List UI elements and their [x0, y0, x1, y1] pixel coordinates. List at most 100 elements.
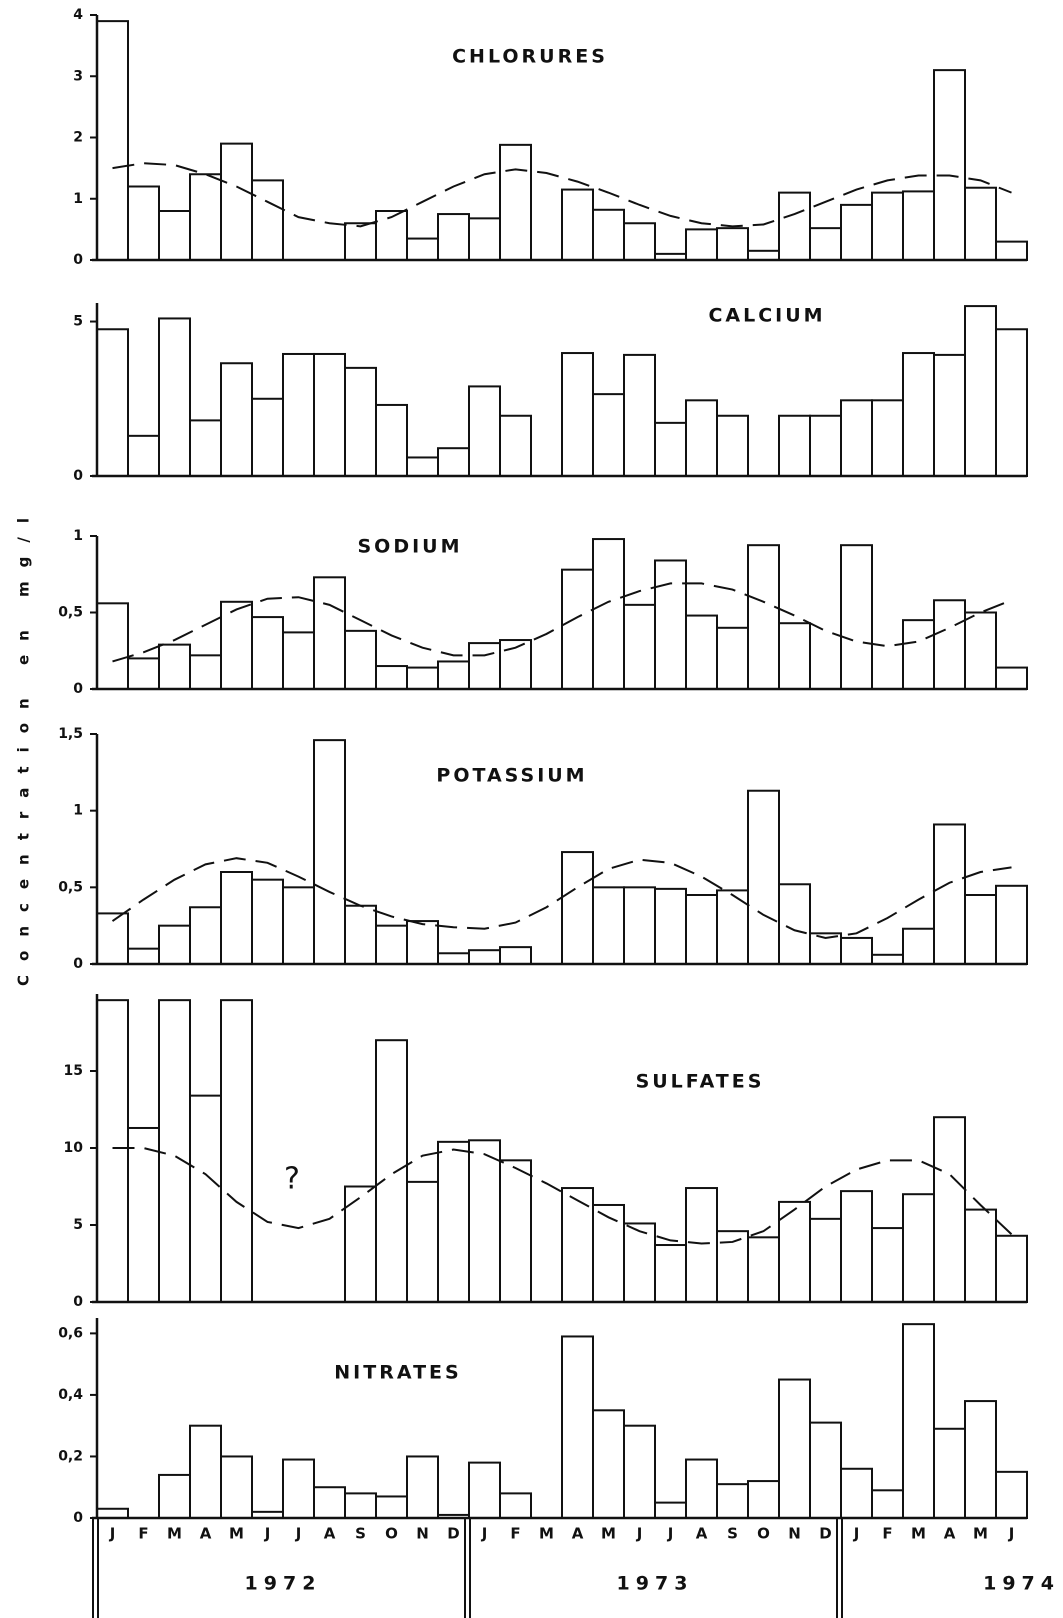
bar: [220, 600, 253, 690]
bar: [158, 317, 191, 478]
bar: [840, 544, 873, 690]
bar: [499, 1159, 532, 1303]
bar: [468, 642, 501, 690]
year-label: 1973: [617, 1573, 694, 1595]
x-tick-label: D: [447, 1525, 459, 1543]
bar: [158, 924, 191, 966]
bar: [406, 1455, 439, 1520]
bar: [313, 352, 346, 477]
bar: [375, 1039, 408, 1303]
bar: [592, 393, 625, 478]
y-tick-label: 10: [64, 1140, 84, 1156]
bar: [778, 883, 811, 965]
x-tick-label: J: [636, 1525, 643, 1543]
bar: [282, 886, 315, 965]
bar: [871, 399, 904, 477]
bar: [747, 249, 780, 261]
x-tick-label: J: [667, 1525, 674, 1543]
bar: [251, 1510, 284, 1520]
y-tick-label: 1,5: [58, 726, 83, 742]
bar: [344, 222, 377, 261]
bar: [716, 1483, 749, 1519]
y-tick-label: 0: [73, 1294, 83, 1310]
bar: [933, 69, 966, 261]
bar: [251, 878, 284, 966]
x-tick-label: A: [200, 1525, 212, 1543]
bar: [189, 1424, 222, 1519]
bar: [809, 1421, 842, 1519]
y-tick-label: 15: [64, 1063, 83, 1079]
bar: [623, 353, 656, 477]
bar: [840, 203, 873, 261]
bar: [127, 947, 160, 966]
x-tick-label: J: [853, 1525, 860, 1543]
bar: [778, 414, 811, 478]
bar: [840, 399, 873, 477]
x-tick-label: J: [264, 1525, 271, 1543]
bar: [871, 191, 904, 261]
bar: [964, 305, 997, 478]
bar: [685, 399, 718, 477]
bar: [127, 185, 160, 261]
bar: [96, 912, 129, 966]
bar: [809, 414, 842, 478]
bar: [747, 1480, 780, 1519]
x-tick-label: O: [385, 1525, 398, 1543]
annotation: ?: [284, 1162, 300, 1197]
y-tick-label: 5: [73, 1217, 83, 1233]
y-tick-label: 0: [73, 1510, 83, 1526]
bar: [189, 1094, 222, 1304]
bar: [623, 603, 656, 690]
bar: [747, 789, 780, 965]
bar: [127, 657, 160, 691]
x-tick-label: A: [324, 1525, 336, 1543]
bar: [375, 403, 408, 478]
bar: [313, 576, 346, 690]
bar: [499, 143, 532, 262]
bar: [189, 419, 222, 477]
y-tick-label: 0,5: [58, 605, 83, 621]
x-tick-label: A: [944, 1525, 956, 1543]
bar: [251, 397, 284, 477]
bar: [437, 660, 470, 691]
y-tick-label: 4: [73, 7, 83, 23]
bar: [437, 213, 470, 261]
bar: [468, 949, 501, 966]
bar: [902, 927, 935, 966]
bar: [809, 227, 842, 261]
panel-title: NITRATES: [334, 1362, 461, 1384]
y-tick-label: 3: [73, 68, 83, 84]
bar: [592, 1203, 625, 1303]
bar: [902, 619, 935, 691]
bar: [499, 639, 532, 690]
y-tick-label: 0,4: [58, 1387, 83, 1403]
x-tick-label: M: [539, 1525, 554, 1543]
bar: [778, 1378, 811, 1519]
bar: [437, 1140, 470, 1303]
bar: [468, 385, 501, 477]
trend-line: [112, 1147, 1013, 1245]
x-tick-label: M: [229, 1525, 244, 1543]
bar: [871, 953, 904, 965]
bar: [220, 871, 253, 965]
bar: [158, 643, 191, 691]
bar: [964, 611, 997, 690]
y-tick-label: 0: [73, 468, 83, 484]
x-tick-label: A: [696, 1525, 708, 1543]
y-tick-label: 0,5: [58, 879, 83, 895]
bar: [375, 665, 408, 690]
x-tick-label: A: [572, 1525, 584, 1543]
y-tick-label: 1: [73, 803, 83, 819]
bar: [561, 188, 594, 261]
bar: [220, 362, 253, 477]
panel-title: SODIUM: [357, 536, 462, 558]
x-tick-label: N: [788, 1525, 801, 1543]
bar: [964, 186, 997, 262]
y-tick-label: 5: [73, 314, 83, 330]
bar: [313, 739, 346, 966]
bar: [499, 1492, 532, 1520]
y-tick-label: 1: [73, 528, 83, 544]
bar: [840, 936, 873, 966]
bar: [220, 142, 253, 261]
